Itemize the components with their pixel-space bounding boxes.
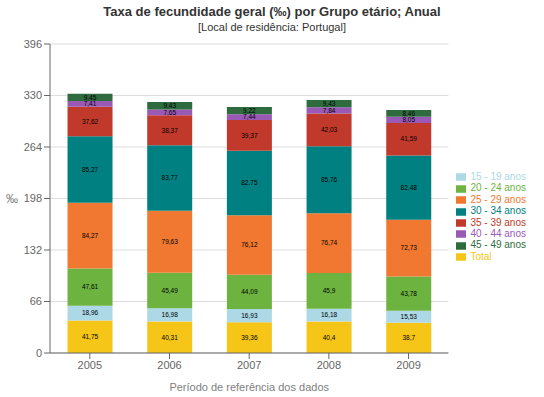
svg-text:18,96: 18,96 [82,309,99,316]
svg-text:8,46: 8,46 [402,110,415,117]
svg-text:45,9: 45,9 [323,287,336,294]
svg-text:7,41: 7,41 [84,100,97,107]
svg-text:‰: ‰ [8,192,18,206]
svg-text:41,75: 41,75 [82,333,99,340]
html-text:25 - 29 anos: 25 - 29 anos [470,193,526,205]
svg-text:85,27: 85,27 [82,166,99,173]
svg-text:7,65: 7,65 [163,109,176,116]
svg-text:43,78: 43,78 [401,290,418,297]
html-text:45 - 49 anos: 45 - 49 anos [470,239,526,251]
svg-text:40,4: 40,4 [323,334,336,341]
svg-text:2006: 2006 [157,359,181,371]
svg-text:2005: 2005 [78,359,102,371]
svg-text:66: 66 [30,295,42,307]
svg-text:330: 330 [24,89,42,101]
svg-text:9,43: 9,43 [163,102,176,109]
svg-text:9,22: 9,22 [243,107,256,114]
html-text:[Local de residência: Portugal: [Local de residência: Portugal] [198,21,346,33]
svg-text:45,49: 45,49 [162,287,179,294]
svg-text:40,31: 40,31 [162,334,179,341]
svg-text:76,74: 76,74 [321,239,338,246]
svg-text:42,03: 42,03 [321,126,338,133]
svg-text:82,75: 82,75 [241,179,258,186]
svg-text:7,84: 7,84 [323,107,336,114]
svg-text:0: 0 [36,347,42,359]
svg-text:47,61: 47,61 [82,283,99,290]
svg-text:2007: 2007 [237,359,261,371]
svg-text:198: 198 [24,192,42,204]
svg-text:Período de referência dos dado: Período de referência dos dados [169,381,329,393]
html-text:30 - 34 anos: 30 - 34 anos [470,205,526,217]
svg-text:83,77: 83,77 [162,174,179,181]
svg-text:72,73: 72,73 [401,244,418,251]
svg-text:39,36: 39,36 [241,334,258,341]
svg-text:132: 132 [24,244,42,256]
svg-text:2008: 2008 [317,359,341,371]
svg-text:79,63: 79,63 [162,238,179,245]
html-text:20 - 24 anos: 20 - 24 anos [470,182,526,194]
svg-text:16,98: 16,98 [162,311,179,318]
html-text:40 - 44 anos: 40 - 44 anos [470,227,526,239]
svg-text:85,76: 85,76 [321,176,338,183]
svg-text:2009: 2009 [396,359,420,371]
svg-text:84,27: 84,27 [82,232,99,239]
svg-text:9,45: 9,45 [84,94,97,101]
svg-text:41,59: 41,59 [401,135,418,142]
svg-text:9,43: 9,43 [323,100,336,107]
svg-text:37,62: 37,62 [82,118,99,125]
svg-text:396: 396 [24,38,42,50]
svg-text:15,53: 15,53 [401,313,418,320]
svg-text:39,37: 39,37 [241,132,258,139]
html-text:Total: Total [470,250,492,262]
html-text:Taxa de fecundidade geral (‰): Taxa de fecundidade geral (‰) por Grupo … [103,4,441,19]
svg-text:16,18: 16,18 [321,311,338,318]
svg-text:44,09: 44,09 [241,288,258,295]
html-text:35 - 39 anos: 35 - 39 anos [470,216,526,228]
svg-text:76,12: 76,12 [241,241,258,248]
svg-text:7,44: 7,44 [243,113,256,120]
svg-text:82,48: 82,48 [401,184,418,191]
svg-text:8,05: 8,05 [402,116,415,123]
svg-text:264: 264 [24,141,42,153]
svg-text:38,7: 38,7 [402,334,415,341]
html-text:15 - 19 anos: 15 - 19 anos [470,171,526,183]
svg-text:16,93: 16,93 [241,312,258,319]
svg-text:38,37: 38,37 [162,127,179,134]
